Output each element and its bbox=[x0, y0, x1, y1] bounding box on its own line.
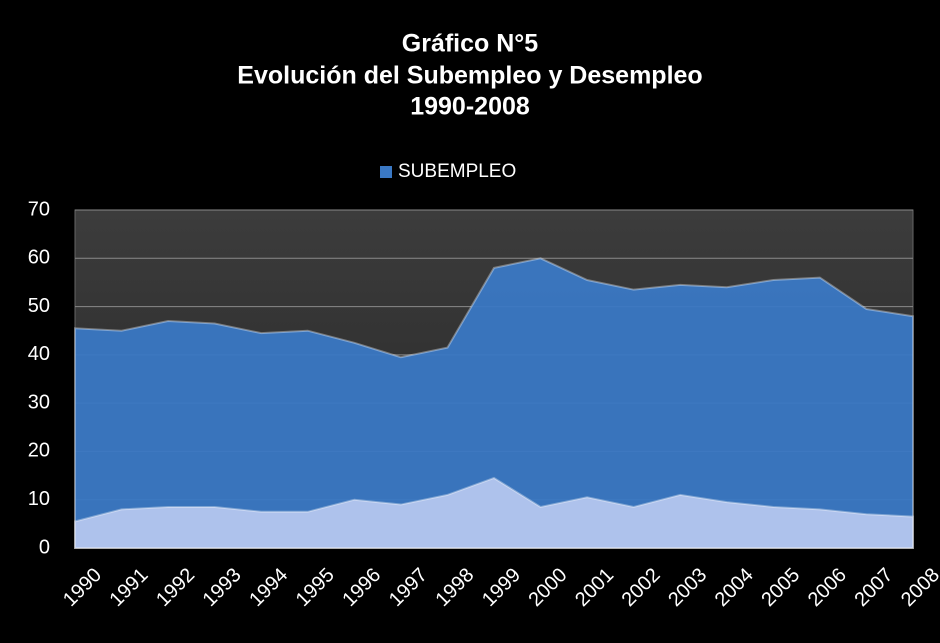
y-tick-label: 0 bbox=[39, 536, 50, 558]
chart-title: Gráfico N°5 bbox=[402, 30, 539, 58]
y-tick-label: 70 bbox=[28, 198, 50, 220]
area bbox=[74, 257, 914, 549]
y-tick-label: 20 bbox=[28, 440, 50, 462]
y-tick-label: 60 bbox=[28, 247, 50, 269]
y-tick-label: 40 bbox=[28, 343, 50, 365]
y-tick-label: 10 bbox=[28, 488, 50, 510]
chart-title: Evolución del Subempleo y Desempleo bbox=[237, 62, 702, 90]
y-tick-label: 50 bbox=[28, 295, 50, 317]
chart-title: 1990-2008 bbox=[410, 93, 530, 121]
legend-swatch bbox=[380, 166, 392, 178]
y-tick-label: 30 bbox=[28, 391, 50, 413]
area bbox=[74, 476, 914, 549]
legend-label: SUBEMPLEO bbox=[398, 161, 516, 182]
